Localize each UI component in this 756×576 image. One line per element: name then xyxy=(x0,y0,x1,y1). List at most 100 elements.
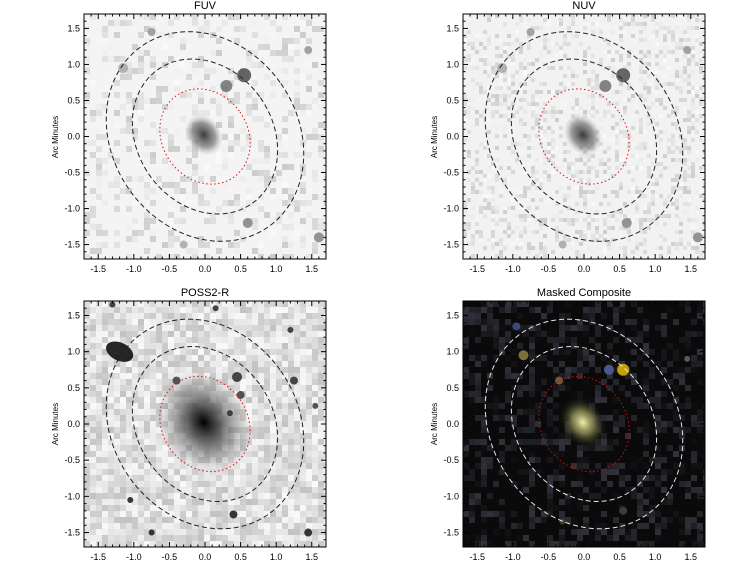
y-tick-label: -1.5 xyxy=(64,528,80,538)
y-tick-label: 0.5 xyxy=(67,95,80,105)
outer-aperture-ellipse xyxy=(105,318,305,530)
x-tick-label: 1.0 xyxy=(649,264,662,274)
y-tick-label: 0.0 xyxy=(446,132,459,142)
x-tick-label: -0.5 xyxy=(541,264,557,274)
field-source xyxy=(127,496,134,503)
panel-nuv: -1.5 -1.0 -0.5 0.0 0.5 1.0 1.5 1.5 1.0 0.5 0.0 -0.5… xyxy=(430,0,706,274)
field-source xyxy=(105,341,134,362)
inner-aperture-ellipse xyxy=(538,375,630,473)
field-source xyxy=(497,63,508,74)
y-tick-label: 1.5 xyxy=(67,23,80,33)
field-source xyxy=(619,506,628,515)
panel-title: NUV xyxy=(572,0,596,12)
y-tick-label: 0.0 xyxy=(67,419,80,429)
y-tick-label: 0.5 xyxy=(67,383,80,393)
field-source xyxy=(242,217,253,228)
panel-title: Masked Composite xyxy=(537,287,631,299)
panel-image xyxy=(84,14,326,259)
y-axis-label: Arc Minutes xyxy=(430,403,439,445)
panel-fuv: -1.5 -1.0 -0.5 0.0 0.5 1.0 1.5 1.5 1.0 0.5 0.0 -0.5… xyxy=(51,0,327,274)
inner-aperture-ellipse xyxy=(159,88,251,185)
x-tick-label: 1.5 xyxy=(306,552,319,562)
field-source xyxy=(147,28,156,37)
x-tick-label: 1.0 xyxy=(649,552,662,562)
x-tick-label: 0.5 xyxy=(613,264,626,274)
x-tick-label: -1.5 xyxy=(469,264,485,274)
y-tick-label: -0.5 xyxy=(443,168,459,178)
y-tick-label: 1.5 xyxy=(446,23,459,33)
y-tick-label: 1.0 xyxy=(67,59,80,69)
field-source xyxy=(312,402,319,409)
inner-aperture-ellipse xyxy=(159,375,251,473)
x-tick-label: 0.5 xyxy=(234,552,247,562)
x-tick-label: -1.0 xyxy=(126,552,142,562)
field-source xyxy=(237,68,252,83)
x-tick-label: -1.0 xyxy=(126,264,142,274)
galaxy-core xyxy=(155,370,252,475)
field-source xyxy=(526,28,535,37)
y-tick-label: -1.0 xyxy=(443,491,459,501)
field-source xyxy=(179,240,188,249)
field-source xyxy=(599,80,612,93)
field-source xyxy=(512,322,521,331)
field-source xyxy=(212,305,219,312)
y-tick-label: -1.5 xyxy=(443,528,459,538)
y-tick-label: -0.5 xyxy=(443,455,459,465)
middle-aperture-ellipse xyxy=(131,58,279,215)
y-tick-label: -1.0 xyxy=(443,204,459,214)
galaxy-core xyxy=(563,114,603,156)
field-source xyxy=(226,410,233,417)
field-source xyxy=(236,391,245,400)
field-source xyxy=(304,528,313,537)
field-source xyxy=(684,355,691,362)
field-source xyxy=(289,376,298,385)
y-tick-label: 0.5 xyxy=(446,383,459,393)
galaxy-core xyxy=(184,114,224,156)
y-axis-label: Arc Minutes xyxy=(51,116,60,158)
outer-aperture-ellipse xyxy=(105,31,305,242)
x-tick-label: 0.0 xyxy=(199,264,212,274)
field-source xyxy=(617,363,630,376)
field-source xyxy=(683,46,692,55)
panel-image xyxy=(463,301,705,547)
x-tick-label: -0.5 xyxy=(162,264,178,274)
panel-image xyxy=(84,301,326,547)
x-tick-label: 0.0 xyxy=(199,552,212,562)
x-tick-label: 0.5 xyxy=(234,264,247,274)
y-tick-label: 1.5 xyxy=(67,310,80,320)
y-tick-label: 1.5 xyxy=(446,310,459,320)
field-source xyxy=(229,510,238,519)
x-tick-label: 0.0 xyxy=(578,264,591,274)
x-tick-label: -1.0 xyxy=(505,552,521,562)
y-tick-label: -1.0 xyxy=(64,204,80,214)
field-source xyxy=(558,240,567,249)
y-tick-label: 1.0 xyxy=(446,347,459,357)
field-source xyxy=(616,68,631,83)
field-source xyxy=(518,350,529,361)
y-tick-label: 1.0 xyxy=(67,347,80,357)
y-tick-label: 0.0 xyxy=(446,419,459,429)
middle-aperture-ellipse xyxy=(510,346,658,502)
outer-aperture-ellipse xyxy=(484,318,684,530)
panel-title: POSS2-R xyxy=(181,287,229,299)
panel-poss2r: -1.5 -1.0 -0.5 0.0 0.5 1.0 1.5 1.5 1.0 0.5 0.0 -0.5… xyxy=(51,287,327,562)
y-tick-label: -0.5 xyxy=(64,455,80,465)
x-tick-label: -1.5 xyxy=(90,552,106,562)
field-source xyxy=(559,518,566,525)
field-source xyxy=(148,529,155,536)
x-tick-label: -0.5 xyxy=(541,552,557,562)
x-tick-label: 1.5 xyxy=(685,264,698,274)
x-tick-label: -1.5 xyxy=(90,264,106,274)
y-axis-label: Arc Minutes xyxy=(430,116,439,158)
field-source xyxy=(109,301,116,308)
field-source xyxy=(118,63,129,74)
x-tick-label: -1.5 xyxy=(469,552,485,562)
field-source xyxy=(603,364,614,375)
y-tick-label: 1.0 xyxy=(446,59,459,69)
y-tick-label: -1.5 xyxy=(64,240,80,250)
field-source xyxy=(304,46,313,55)
x-tick-label: 0.5 xyxy=(613,552,626,562)
middle-aperture-ellipse xyxy=(131,346,279,502)
y-tick-label: 0.0 xyxy=(67,132,80,142)
